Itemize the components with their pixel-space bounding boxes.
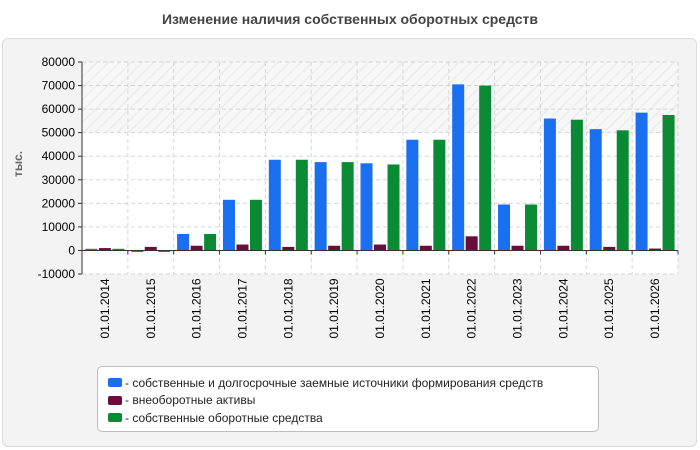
legend-label-noncurrent-assets: - внеоборотные активы xyxy=(125,393,256,408)
bar xyxy=(525,204,538,251)
bar xyxy=(511,245,524,251)
bar xyxy=(177,233,190,251)
bar xyxy=(328,245,341,251)
x-tick-label: 01.01.2016 xyxy=(190,278,204,338)
y-tick-label: 40000 xyxy=(42,149,76,163)
bar xyxy=(268,159,281,251)
bar xyxy=(295,159,308,251)
bar xyxy=(374,244,386,251)
bar xyxy=(158,250,171,252)
bar xyxy=(314,162,327,251)
y-axis-label: тыс. xyxy=(11,151,25,177)
x-tick-label: 01.01.2015 xyxy=(144,278,158,338)
bar xyxy=(282,246,295,251)
legend-swatch-working-capital xyxy=(108,413,122,423)
bar xyxy=(249,199,262,251)
y-tick-label: 0 xyxy=(68,243,75,257)
x-tick-labels: 01.01.2014 01.01.2015 01.01.2016 01.01.2017… xyxy=(98,278,662,338)
axes xyxy=(78,61,679,275)
bar xyxy=(222,199,235,251)
bar xyxy=(616,130,629,251)
y-tick-label: 30000 xyxy=(42,173,76,187)
bar xyxy=(452,84,465,251)
bar xyxy=(603,246,616,251)
legend-label-sources: - собственные и долгосрочные заемные ист… xyxy=(125,375,544,390)
bar xyxy=(341,162,354,251)
y-tick-label: -10000 xyxy=(38,267,76,281)
x-tick-label: 01.01.2017 xyxy=(235,278,249,338)
y-tick-label: 80000 xyxy=(42,55,76,69)
x-tick-label: 01.01.2025 xyxy=(602,278,616,338)
y-tick-label: 20000 xyxy=(42,196,76,210)
x-tick-label: 01.01.2023 xyxy=(511,278,525,338)
x-tick-label: 01.01.2014 xyxy=(98,278,112,338)
legend-item-sources: - собственные и долгосрочные заемные ист… xyxy=(108,374,598,392)
legend: - собственные и долгосрочные заемные ист… xyxy=(97,366,599,432)
legend-swatch-noncurrent-assets xyxy=(108,395,122,405)
chart-title: Изменение наличия собственных оборотных … xyxy=(161,11,539,27)
bar xyxy=(190,245,203,251)
y-tick-label: 50000 xyxy=(42,126,76,140)
x-tick-label: 01.01.2019 xyxy=(327,278,341,338)
bar xyxy=(85,248,98,251)
bar xyxy=(112,248,125,251)
bar xyxy=(387,164,400,251)
legend-swatch-sources xyxy=(108,378,122,388)
bar xyxy=(589,129,602,251)
x-tick-label: 01.01.2022 xyxy=(465,278,479,338)
y-tick-label: 70000 xyxy=(42,79,76,93)
x-tick-label: 01.01.2024 xyxy=(556,278,570,338)
bar xyxy=(144,246,157,251)
bar xyxy=(557,245,570,251)
bar xyxy=(543,118,556,251)
legend-item-noncurrent-assets: - внеоборотные активы xyxy=(108,392,598,410)
x-tick-label: 01.01.2018 xyxy=(281,278,295,338)
bar xyxy=(433,139,446,251)
y-tick-label: 10000 xyxy=(42,220,76,234)
bar xyxy=(479,85,492,251)
x-tick-label: 01.01.2020 xyxy=(373,278,387,338)
bar xyxy=(570,119,583,251)
bar xyxy=(98,248,111,251)
bar xyxy=(236,244,249,251)
x-tick-label: 01.01.2026 xyxy=(648,278,662,338)
bar xyxy=(131,250,144,252)
y-tick-labels: -10000 0 10000 20000 30000 40000 50000 60000 700… xyxy=(38,55,76,281)
bar xyxy=(204,233,217,251)
bar xyxy=(360,163,373,251)
bar xyxy=(465,236,478,251)
bar xyxy=(498,204,511,251)
bar xyxy=(649,248,662,251)
bar xyxy=(406,139,419,251)
legend-label-working-capital: - собственные оборотные средства xyxy=(125,410,323,425)
x-tick-label: 01.01.2021 xyxy=(419,278,433,338)
bars xyxy=(85,84,675,252)
bar xyxy=(662,115,675,251)
bar xyxy=(635,112,648,251)
y-tick-label: 60000 xyxy=(42,102,76,116)
legend-item-working-capital: - собственные оборотные средства xyxy=(108,409,598,427)
bar xyxy=(419,245,432,251)
